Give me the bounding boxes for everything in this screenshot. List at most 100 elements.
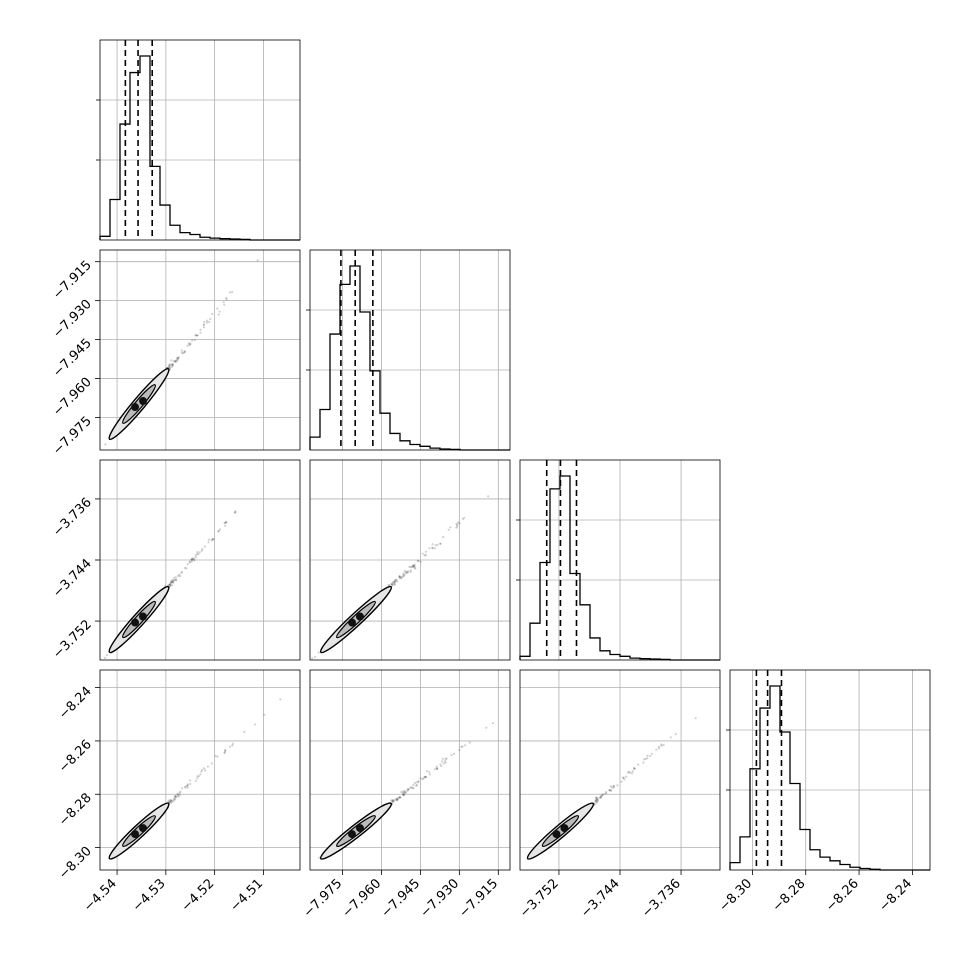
sample-point xyxy=(443,759,446,763)
sample-point xyxy=(182,351,186,354)
sample-point xyxy=(180,571,183,575)
sample-point xyxy=(391,582,394,586)
sample-point xyxy=(401,575,404,579)
sample-point xyxy=(207,538,210,541)
sample-point xyxy=(412,786,415,790)
sample-point xyxy=(201,548,204,551)
sample-point xyxy=(435,767,438,770)
sample-point xyxy=(188,343,191,347)
sample-point xyxy=(183,350,187,353)
sample-point xyxy=(225,298,228,301)
sample-point xyxy=(211,312,214,316)
scatter-panel-3-2: −3.752 −3.744 −3.736 xyxy=(517,669,721,921)
sample-point xyxy=(174,361,177,364)
sample-point xyxy=(279,698,282,701)
sample-point xyxy=(263,713,266,716)
sample-point xyxy=(415,781,418,784)
y-tick-label: −3.752 xyxy=(50,617,95,662)
y-tick-label: −7.975 xyxy=(50,414,95,459)
y-tick-label: −7.915 xyxy=(50,258,95,303)
sample-point xyxy=(394,578,397,581)
sample-point xyxy=(186,784,189,787)
sample-point xyxy=(170,584,174,587)
sample-point xyxy=(392,580,395,584)
sample-point xyxy=(180,351,183,354)
sample-point xyxy=(178,793,182,796)
sample-point xyxy=(404,572,407,575)
sample-point xyxy=(195,334,198,337)
histogram-step-line xyxy=(309,265,510,451)
sample-point xyxy=(189,343,192,346)
sample-point xyxy=(625,775,628,778)
sample-point xyxy=(189,342,192,345)
sample-point xyxy=(196,334,199,337)
sample-point xyxy=(217,313,220,316)
sample-point xyxy=(202,326,206,329)
sample-point xyxy=(225,521,228,524)
sample-point xyxy=(183,350,186,353)
sample-point xyxy=(391,583,394,586)
sample-point xyxy=(169,367,172,370)
sample-point xyxy=(170,579,173,582)
sample-point xyxy=(423,554,426,557)
sample-point xyxy=(172,581,175,584)
sample-point xyxy=(491,722,495,725)
sample-point xyxy=(457,521,460,524)
sample-point xyxy=(223,303,226,306)
sample-point xyxy=(424,775,427,779)
sample-point xyxy=(216,307,219,310)
sample-point xyxy=(172,360,175,363)
sample-point xyxy=(413,565,416,568)
sample-point xyxy=(171,364,174,367)
histogram-panel-1 xyxy=(306,249,511,451)
sample-point xyxy=(428,771,431,774)
sample-point xyxy=(181,352,184,355)
sample-point xyxy=(396,580,399,583)
x-tick-label: −7.915 xyxy=(457,876,502,921)
sample-point xyxy=(223,751,226,754)
density-peak xyxy=(139,612,148,621)
sample-point xyxy=(433,547,437,550)
sample-point xyxy=(169,363,172,366)
sample-point xyxy=(413,563,416,566)
sample-point xyxy=(431,546,434,549)
sample-point xyxy=(168,583,171,587)
sample-point xyxy=(412,564,415,567)
sample-point xyxy=(449,526,452,529)
sample-point xyxy=(186,786,189,789)
sample-point xyxy=(197,552,200,556)
y-tick-label: −8.28 xyxy=(56,790,95,829)
sample-point xyxy=(254,723,257,726)
sample-point xyxy=(458,748,461,752)
sample-point xyxy=(211,538,214,541)
histogram-panel-2 xyxy=(516,459,721,661)
sample-point xyxy=(184,786,187,789)
sample-point xyxy=(175,579,178,582)
sample-point xyxy=(177,358,180,361)
sample-point xyxy=(176,356,179,359)
sample-point xyxy=(199,773,202,776)
sample-point xyxy=(174,360,177,363)
sample-point xyxy=(194,334,197,337)
sample-point xyxy=(170,359,173,362)
sample-point xyxy=(212,538,215,541)
sample-point xyxy=(395,578,398,582)
sample-point xyxy=(407,570,410,573)
sample-point xyxy=(406,789,409,793)
x-tick-label: −4.51 xyxy=(227,876,266,915)
sample-point xyxy=(402,572,405,575)
sample-point xyxy=(199,331,202,334)
sample-point xyxy=(406,571,409,574)
sample-point xyxy=(233,511,236,514)
y-tick-label: −8.24 xyxy=(56,684,95,723)
sample-point xyxy=(243,730,246,734)
sample-point xyxy=(210,539,213,542)
sample-point xyxy=(198,551,201,554)
sample-point xyxy=(209,317,212,321)
sample-point xyxy=(200,770,203,773)
sample-point xyxy=(399,796,402,799)
sample-point xyxy=(169,582,172,585)
sample-point xyxy=(196,777,199,780)
sample-point xyxy=(174,576,177,579)
sample-point xyxy=(434,544,437,547)
